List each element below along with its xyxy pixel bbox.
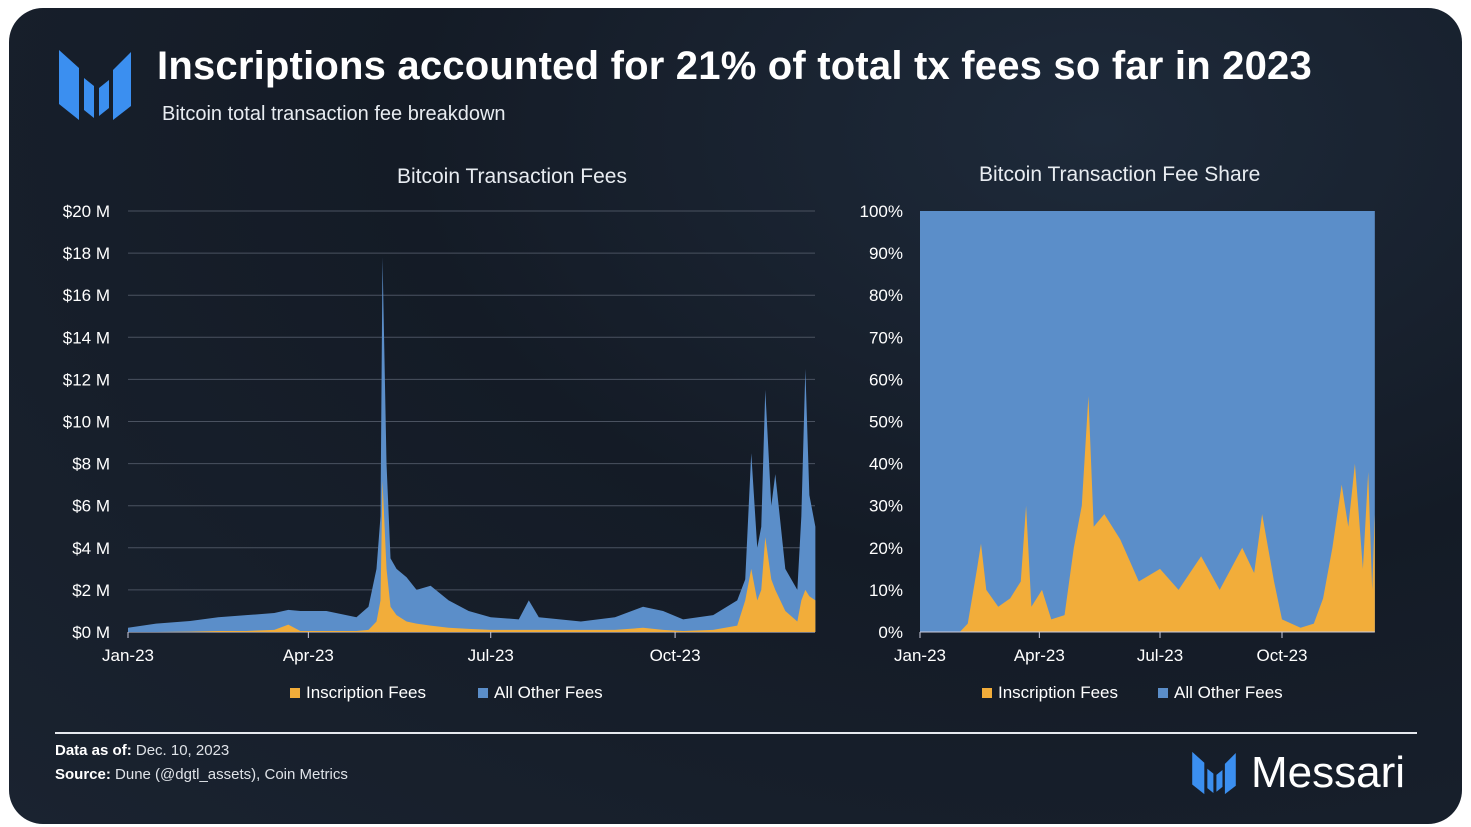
data-as-of: Data as of: Dec. 10, 2023: [55, 742, 229, 759]
x-tick-label: Apr-23: [1014, 646, 1065, 665]
y-tick-label: $10 M: [63, 413, 110, 432]
left-chart-title: Bitcoin Transaction Fees: [397, 165, 627, 188]
area-all-other-fees-share: [920, 211, 1375, 632]
y-tick-label: $14 M: [63, 328, 110, 347]
area-inscription-fees: [128, 480, 816, 632]
legend-swatch-other: [1158, 688, 1168, 698]
source-label: Source:: [55, 766, 111, 783]
x-tick-label: Jul-23: [1137, 646, 1183, 665]
infographic-card: Inscriptions accounted for 21% of total …: [9, 8, 1462, 824]
y-tick-label: $0 M: [72, 623, 110, 642]
y-tick-label: 30%: [869, 497, 903, 516]
brand-name: Messari: [1251, 748, 1406, 797]
y-tick-label: $20 M: [63, 202, 110, 221]
y-tick-label: 20%: [869, 539, 903, 558]
y-tick-label: $4 M: [72, 539, 110, 558]
source: Source: Dune (@dgtl_assets), Coin Metric…: [55, 766, 348, 783]
y-tick-label: $6 M: [72, 497, 110, 516]
legend-swatch-inscription: [290, 688, 300, 698]
source-value: Dune (@dgtl_assets), Coin Metrics: [115, 766, 348, 783]
area-all-other-fees: [128, 257, 816, 632]
y-tick-label: $8 M: [72, 455, 110, 474]
y-tick-label: 50%: [869, 413, 903, 432]
right-chart-title: Bitcoin Transaction Fee Share: [979, 163, 1261, 186]
x-tick-label: Jul-23: [468, 646, 514, 665]
y-tick-label: 80%: [869, 286, 903, 305]
y-tick-label: 70%: [869, 328, 903, 347]
data-as-of-value: Dec. 10, 2023: [135, 742, 230, 759]
page-title: Inscriptions accounted for 21% of total …: [157, 44, 1312, 88]
brand: Messari: [1191, 748, 1405, 798]
y-tick-label: 60%: [869, 370, 903, 389]
y-tick-label: $16 M: [63, 286, 110, 305]
y-tick-label: 10%: [869, 581, 903, 600]
x-tick-label: Oct-23: [650, 646, 701, 665]
x-tick-label: Jan-23: [894, 646, 946, 665]
legend-label-inscription: Inscription Fees: [306, 683, 426, 702]
legend-swatch-inscription: [982, 688, 992, 698]
y-tick-label: $12 M: [63, 370, 110, 389]
x-tick-label: Oct-23: [1256, 646, 1307, 665]
y-tick-label: 40%: [869, 455, 903, 474]
y-tick-label: $18 M: [63, 244, 110, 263]
legend-label-inscription: Inscription Fees: [998, 683, 1118, 702]
fees-chart: $0 M $2 M $4 M $6 M $8 M $10 M $12 M $14 M $16 M…: [63, 202, 1375, 702]
divider: [55, 732, 1417, 734]
y-tick-label: 0%: [878, 623, 903, 642]
messari-brand-icon: [1192, 751, 1236, 795]
legend-label-other: All Other Fees: [1174, 683, 1283, 702]
x-tick-label: Apr-23: [283, 646, 334, 665]
legend-swatch-other: [478, 688, 488, 698]
area-inscription-fees-share: [920, 396, 1375, 632]
legend-label-other: All Other Fees: [494, 683, 603, 702]
y-tick-label: $2 M: [72, 581, 110, 600]
page-subtitle: Bitcoin total transaction fee breakdown: [162, 103, 506, 125]
x-tick-label: Jan-23: [102, 646, 154, 665]
messari-logo-icon: [59, 50, 131, 120]
data-as-of-label: Data as of:: [55, 742, 132, 759]
y-tick-label: 100%: [860, 202, 903, 221]
y-tick-label: 90%: [869, 244, 903, 263]
